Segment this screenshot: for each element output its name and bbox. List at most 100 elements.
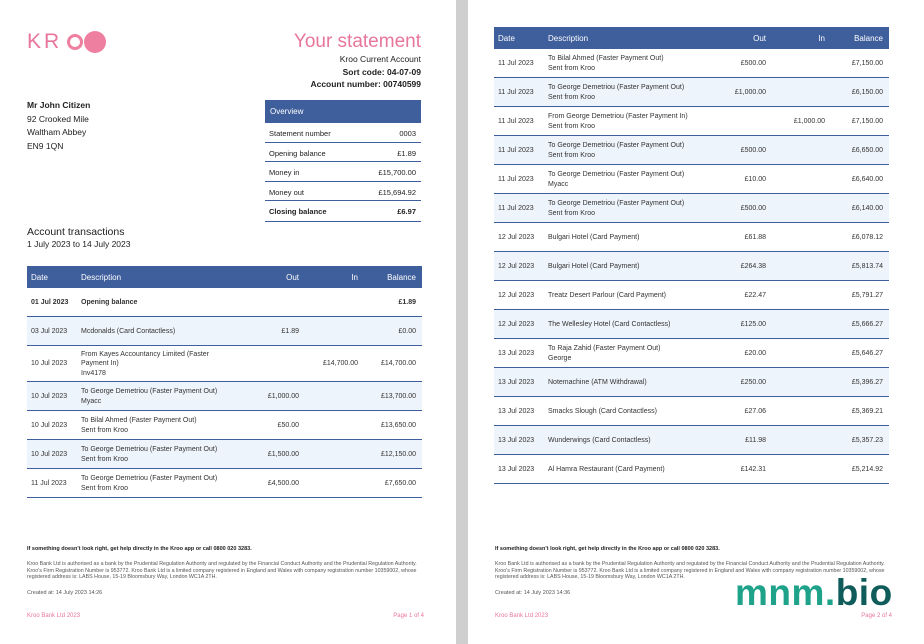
cell-date: 13 Jul 2023 [498,407,535,415]
description-line: Notemachine (ATM Withdrawal) [548,378,647,386]
cell-out: £20.00 [744,349,766,357]
cell-date: 12 Jul 2023 [498,262,535,270]
overview-value: 0003 [399,129,416,138]
overview-label: Money out [269,187,305,197]
watermark: mnm.bio [735,572,893,614]
cell-date: 11 Jul 2023 [498,175,534,183]
table-header-cell: Out [753,34,766,43]
cell-balance: £6,140.00 [851,204,883,212]
statement-page: KR Your statement Kroo Current Account S… [0,0,456,644]
page-number: Page 1 of 4 [393,613,424,619]
cell-balance: £12,150.00 [380,450,416,458]
cell-date: 13 Jul 2023 [498,465,535,473]
address-line: Waltham Abbey [27,127,87,137]
transaction-row: 10 Jul 2023 From Kayes Accountancy Limite… [27,346,422,382]
transaction-row: 13 Jul 2023 Al Hamra Restaurant (Card Pay… [494,455,889,484]
legal-text: Kroo Bank Ltd is authorised as a bank by… [27,561,417,580]
cell-balance: £14,700.00 [380,360,416,368]
statement-title: Your statement [293,31,421,52]
transaction-row: 03 Jul 2023 Mcdonalds (Card Contactless) £… [27,317,422,346]
cell-date: 10 Jul 2023 [31,360,68,368]
cell-date: 13 Jul 2023 [498,349,535,357]
overview-row: Opening balance £1.89 [265,143,421,162]
description-line: Myacc [548,180,569,188]
cell-out: £27.06 [744,407,766,415]
overview-row: Money out £15,694.92 [265,182,421,201]
description-line: Sent from Kroo [548,209,596,217]
transaction-row: 12 Jul 2023 Treatz Desert Parlour (Card P… [494,281,889,310]
cell-in: £14,700.00 [322,360,358,368]
transaction-row: 12 Jul 2023 Bulgari Hotel (Card Payment) £… [494,252,889,281]
table-header-cell: Date [31,273,48,282]
cell-balance: £5,214.92 [851,465,883,473]
sort-code: Sort code: 04-07-09 [342,67,421,77]
description-line: Smacks Slough (Card Contactless) [548,407,657,415]
transaction-row: 10 Jul 2023 To George Demetriou (Faster P… [27,382,422,411]
transaction-row: 11 Jul 2023 To George Demetriou (Faster P… [494,78,889,107]
transaction-row: 10 Jul 2023 To George Demetriou (Faster P… [27,440,422,469]
cell-balance: £5,791.27 [851,291,883,299]
description-line: Myacc [81,397,102,405]
description-line: The Wellesley Hotel (Card Contactless) [548,320,671,328]
cell-out: £1.89 [281,327,299,335]
help-text: If something doesn't look right, get hel… [27,546,252,552]
table-header-cell: Out [286,273,299,282]
cell-date: 10 Jul 2023 [31,392,68,400]
company-name: Kroo Bank Ltd 2023 [27,613,81,619]
transactions-title: Account transactions [27,226,125,238]
cell-out: £1,000.00 [734,88,766,96]
watermark-part: bio [835,572,893,613]
account-type: Kroo Current Account [339,54,421,64]
description-line: To George Demetriou (Faster Payment Out) [81,475,218,482]
legal-text: Kroo Bank Ltd is authorised as a bank by… [495,561,885,580]
address: Mr John Citizen 92 Crooked Mile Waltham Ab… [27,99,90,153]
cell-date: 10 Jul 2023 [31,421,68,429]
description-line: Mcdonalds (Card Contactless) [81,327,176,335]
overview-label: Money in [269,168,300,177]
description-line: George [548,354,572,362]
cell-balance: £6,078.12 [851,233,883,241]
cell-date: 01 Jul 2023 [31,298,69,306]
overview-value: £6.97 [397,207,416,216]
address-line: EN9 1QN [27,140,64,151]
cell-date: 12 Jul 2023 [498,320,535,328]
table-header-cell: Description [548,34,589,43]
description-line: Treatz Desert Parlour (Card Payment) [548,291,666,299]
description-line: To Bilal Ahmed (Faster Payment Out) [548,55,664,62]
cell-date: 11 Jul 2023 [498,204,534,212]
cell-out: £500.00 [740,146,766,154]
transaction-row: 11 Jul 2023 From George Demetriou (Faster… [494,107,889,136]
description-line: Al Hamra Restaurant (Card Payment) [548,465,665,473]
description-line: Sent from Kroo [548,151,596,159]
cell-date: 11 Jul 2023 [498,88,534,96]
table-header: Date Description Out In Balance [27,266,422,288]
description-line: To George Demetriou (Faster Payment Out) [548,84,685,91]
cell-balance: £5,646.27 [851,349,883,357]
created-at: Created at: 14 July 2023 14:36 [495,590,571,596]
transaction-row: 11 Jul 2023 To George Demetriou (Faster P… [494,165,889,194]
transaction-row: 11 Jul 2023 To George Demetriou (Faster P… [494,136,889,165]
description-line: Wunderwings (Card Contactless) [548,436,651,444]
cell-date: 13 Jul 2023 [498,436,535,444]
transaction-row: 13 Jul 2023 Notemachine (ATM Withdrawal) £… [494,368,889,397]
description-line: To Raja Zahid (Faster Payment Out) [548,345,661,352]
overview-label: Closing balance [269,207,327,216]
cell-balance: £0.00 [398,327,416,335]
description-line: Payment In) [81,360,119,368]
cell-out: £22.47 [744,291,766,299]
description-line: To George Demetriou (Faster Payment Out) [548,171,685,178]
overview-value: £1.89 [397,148,416,158]
transaction-row: 11 Jul 2023 To George Demetriou (Faster P… [494,194,889,223]
description-line: Inv4178 [81,369,106,377]
cell-out: £61.88 [744,233,766,241]
transactions-period: 1 July 2023 to 14 July 2023 [27,239,131,249]
cell-balance: £5,369.21 [851,407,883,415]
cell-out: £1,500.00 [267,450,299,458]
overview-value: £15,694.92 [378,187,416,197]
overview-header [265,100,421,123]
description-line: To George Demetriou (Faster Payment Out) [548,200,685,207]
cell-balance: £6,650.00 [851,146,883,154]
transaction-row: 12 Jul 2023 The Wellesley Hotel (Card Con… [494,310,889,339]
cell-date: 11 Jul 2023 [498,117,534,125]
